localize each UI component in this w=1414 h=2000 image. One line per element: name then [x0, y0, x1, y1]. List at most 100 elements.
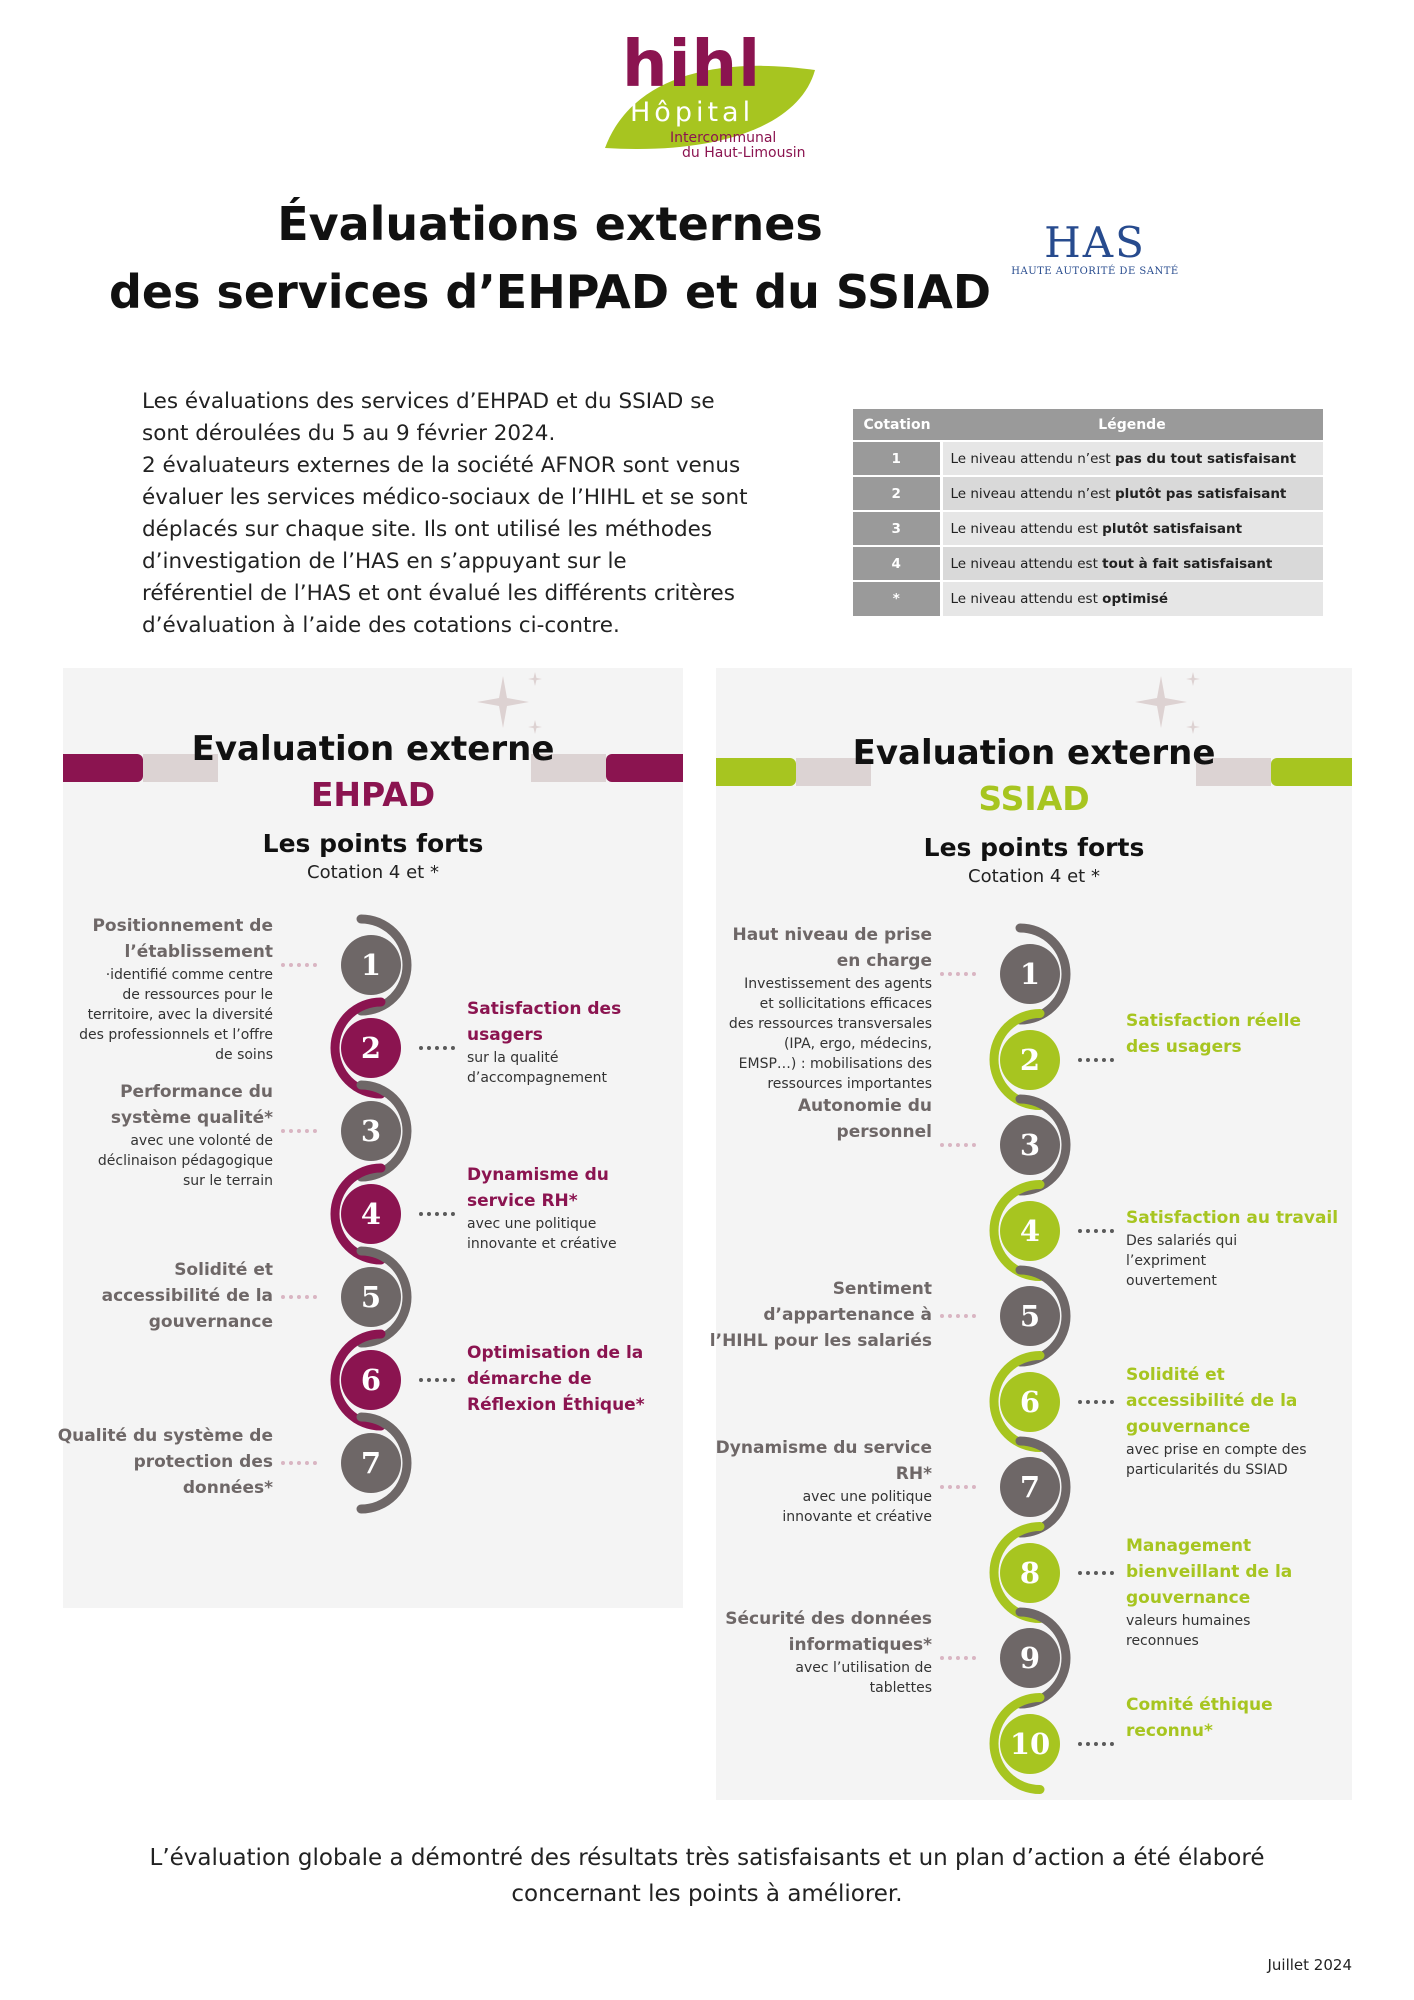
point-description-line: sur le terrain: [182, 1173, 273, 1189]
page-title: Évaluations externes des services d’EHPA…: [100, 190, 1000, 326]
conclusion-line-1: L’évaluation globale a démontré des résu…: [149, 1845, 1265, 1871]
cotation-legend: Le niveau attendu n’est plutôt pas satis…: [941, 475, 1323, 511]
ssiad-point-title: Solidité et accessibilité de la gouvernanc…: [1126, 1362, 1341, 1440]
ssiad-point-fort: Satisfaction au travail Des salariés qui l…: [1126, 1205, 1341, 1291]
point-title-line: accessibilité de la: [101, 1286, 273, 1306]
ehpad-connector-dots: [419, 1212, 455, 1216]
intro-line: déplacés sur chaque site. Ils ont utilis…: [142, 517, 713, 542]
cotation-code: 1: [853, 440, 943, 476]
point-title-line: Performance du: [120, 1082, 273, 1102]
point-description-line: ouvertement: [1126, 1272, 1217, 1289]
point-description-line: avec une politique: [802, 1489, 932, 1505]
point-title-line: Positionnement de: [92, 916, 273, 936]
ssiad-points-forts: Les points forts: [923, 833, 1145, 862]
point-title-line: Sécurité des données: [725, 1609, 932, 1629]
point-description-line: ressources importantes: [767, 1076, 932, 1092]
ssiad-connector-dots: [1078, 1399, 1114, 1404]
point-description-line: ·identifié comme centre: [105, 967, 273, 983]
cotation-header: Cotation: [853, 409, 941, 441]
ssiad-point-title: Autonomie du personnel: [672, 1093, 932, 1145]
ssiad-cotation: Cotation 4 et *: [968, 866, 1100, 887]
ehpad-point-title: Satisfaction des usagers: [467, 996, 677, 1048]
point-description-line: d’accompagnement: [467, 1070, 607, 1086]
point-description-line: avec une politique: [467, 1216, 597, 1232]
point-title-line: l’HIHL pour les salariés: [709, 1331, 932, 1351]
cotation-row: 1 Le niveau attendu n’est pas du tout sat…: [853, 440, 1323, 476]
ehpad-subtitle: EHPAD: [310, 775, 436, 814]
point-title-line: en charge: [836, 951, 932, 971]
point-title-line: informatiques*: [788, 1635, 932, 1655]
legend-text: Le niveau attendu est: [950, 520, 1103, 537]
ehpad-connector-dots: [419, 1046, 455, 1050]
cotation-row: 2 Le niveau attendu n’est plutôt pas sati…: [853, 475, 1323, 511]
leaf-shape: [605, 65, 815, 150]
point-description-line: déclinaison pédagogique: [97, 1153, 273, 1169]
intro-paragraph: Les évaluations des services d’EHPAD et …: [142, 386, 792, 642]
ssiad-point-title: Satisfaction au travail: [1126, 1205, 1341, 1231]
cotation-row: 4 Le niveau attendu est tout à fait satis…: [853, 545, 1323, 581]
point-title-line: service RH*: [467, 1191, 578, 1211]
legend-bold: tout à fait satisfaisant: [1102, 555, 1273, 572]
ssiad-point-description: avec l’utilisation de tablettes: [672, 1658, 932, 1698]
page-title-line-2: des services d’EHPAD et du SSIAD: [109, 265, 991, 319]
point-title-line: bienveillant de la: [1126, 1561, 1293, 1582]
ehpad-cotation: Cotation 4 et *: [307, 862, 439, 883]
ehpad-point-title: Positionnement de l’établissement: [33, 913, 273, 965]
ehpad-point-fort: Qualité du système de protection des donné…: [33, 1423, 273, 1501]
legend-text: Le niveau attendu est: [950, 591, 1103, 607]
ehpad-step-number: 4: [341, 1184, 401, 1244]
ssiad-point-title: Haut niveau de prise en charge: [672, 922, 932, 974]
ssiad-connector-dots: [1078, 1057, 1114, 1062]
sparkle-icon: [1135, 672, 1200, 734]
point-title-line: Satisfaction des: [467, 999, 622, 1019]
point-title-line: Solidité et: [174, 1260, 273, 1280]
point-title-line: démarche de: [467, 1369, 592, 1389]
ssiad-point-fort: Management bienveillant de la gouvernance v…: [1126, 1533, 1341, 1651]
logo-line-1: Intercommunal: [670, 130, 777, 146]
ehpad-step-number: 6: [341, 1350, 401, 1410]
ehpad-step-number: 7: [341, 1433, 401, 1493]
point-title-line: Dynamisme du service: [715, 1438, 932, 1458]
point-title-line: accessibilité de la: [1126, 1390, 1298, 1411]
point-description-line: des professionnels et l’offre: [79, 1027, 273, 1043]
ssiad-ribbon-left-light: [796, 758, 871, 786]
logo-hopital: Hôpital: [630, 97, 755, 128]
ehpad-panel: Evaluation externe EHPAD Les points fort…: [58, 668, 683, 1608]
intro-line: Les évaluations des services d’EHPAD et …: [142, 389, 715, 414]
intro-line: 2 évaluateurs externes de la société AFN…: [142, 453, 741, 478]
point-description-line: sur la qualité: [467, 1050, 559, 1066]
ssiad-point-title: Satisfaction réelle des usagers: [1126, 1008, 1341, 1060]
point-title-line: Haut niveau de prise: [732, 925, 932, 945]
point-description-line: reconnues: [1126, 1632, 1199, 1649]
intro-line: d’évaluation à l’aide des cotations ci-c…: [142, 613, 620, 638]
point-title-line: gouvernance: [1126, 1416, 1251, 1437]
ehpad-points-forts: Les points forts: [262, 829, 484, 858]
point-description-line: territoire, avec la diversité: [87, 1007, 273, 1023]
ehpad-point-fort: Satisfaction des usagers sur la qualité d’a…: [467, 996, 677, 1088]
hihl-logo: hihl Hôpital Intercommunal du Haut-Limou…: [600, 30, 830, 165]
ssiad-step-number: 3: [1000, 1115, 1060, 1175]
ssiad-step-number: 1: [1000, 944, 1060, 1004]
ssiad-point-description: valeurs humaines reconnues: [1126, 1611, 1341, 1651]
has-logo-mark: HAS: [1044, 218, 1146, 267]
ehpad-connector-dots: [281, 1295, 317, 1299]
point-title-line: Optimisation de la: [467, 1343, 644, 1363]
cotation-legend: Le niveau attendu est optimisé: [941, 580, 1323, 616]
ehpad-point-description: avec une politique innovante et créative: [467, 1214, 677, 1254]
page-title-line-1: Évaluations externes: [277, 197, 823, 251]
ssiad-step-number: 7: [1000, 1457, 1060, 1517]
ehpad-step-number: 1: [341, 935, 401, 995]
ehpad-point-title: Solidité et accessibilité de la gouvernanc…: [33, 1257, 273, 1335]
ssiad-step-number: 2: [1000, 1029, 1060, 1090]
point-description-line: innovante et créative: [782, 1509, 932, 1525]
ssiad-point-title: Management bienveillant de la gouvernance: [1126, 1533, 1341, 1611]
ehpad-point-description: sur la qualité d’accompagnement: [467, 1048, 677, 1088]
ssiad-ribbon-left: [716, 758, 796, 786]
ehpad-point-title: Performance du système qualité*: [33, 1079, 273, 1131]
ehpad-step-number: 2: [341, 1018, 401, 1078]
point-title-line: personnel: [836, 1122, 932, 1142]
cotation-table: Cotation Légende 1 Le niveau attendu n’es…: [853, 409, 1323, 616]
cotation-legend: Le niveau attendu n’est pas du tout sati…: [941, 440, 1323, 476]
point-description-line: innovante et créative: [467, 1236, 617, 1252]
ehpad-step-number: 3: [341, 1101, 401, 1161]
